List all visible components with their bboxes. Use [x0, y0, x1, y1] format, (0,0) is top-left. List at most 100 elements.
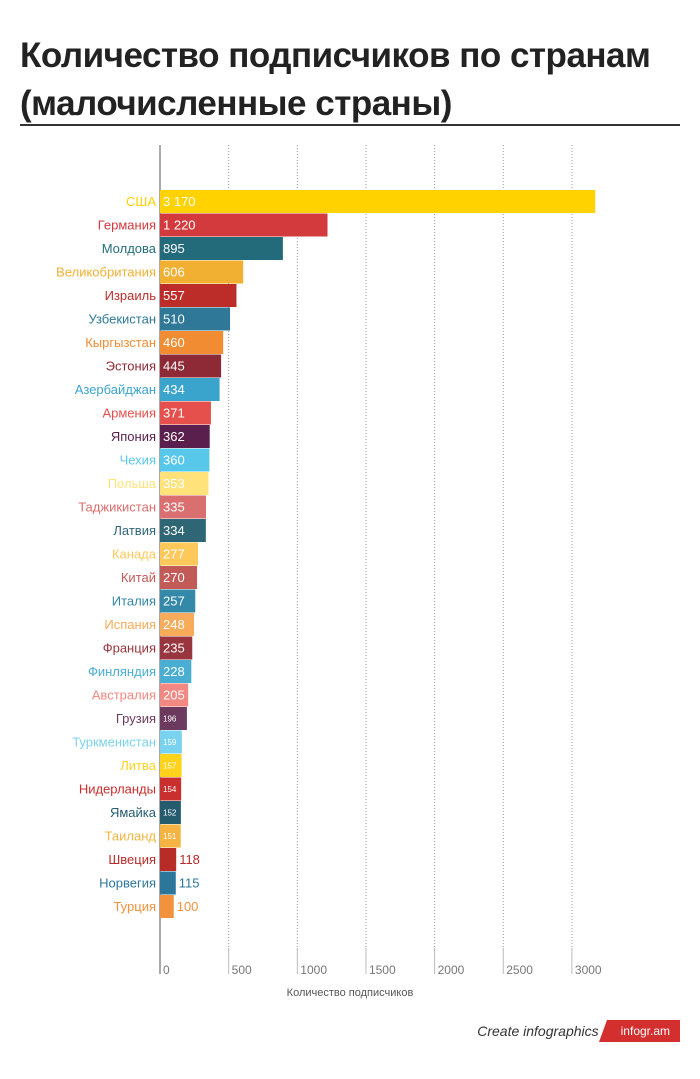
category-label: Китай — [121, 570, 156, 585]
value-label: 362 — [163, 429, 185, 444]
x-tick-label: 1000 — [300, 963, 327, 977]
bar — [160, 378, 220, 401]
value-label: 100 — [177, 899, 199, 914]
bar — [160, 613, 195, 636]
bar — [160, 777, 182, 801]
value-label: 371 — [163, 406, 185, 421]
category-label: Австралия — [92, 688, 156, 703]
category-label: Великобритания — [56, 265, 156, 280]
bar — [160, 660, 192, 683]
category-label: Испания — [104, 617, 156, 632]
bar — [160, 472, 209, 495]
value-label: 3 170 — [163, 194, 196, 209]
category-label: Канада — [112, 547, 157, 562]
category-label: Чехия — [120, 453, 156, 468]
value-label: 196 — [163, 715, 177, 724]
x-tick-label: 1500 — [369, 963, 396, 977]
value-label: 1 220 — [163, 218, 196, 233]
bar — [160, 683, 189, 707]
category-label: Таиланд — [105, 829, 157, 844]
value-label: 334 — [163, 523, 185, 538]
bar — [160, 824, 181, 848]
category-label: Кыргызстан — [85, 335, 156, 350]
value-label: 235 — [163, 641, 185, 656]
value-label: 248 — [163, 617, 185, 632]
category-label: Армения — [102, 406, 156, 421]
page-title: Количество подписчиков по странам (малоч… — [20, 36, 651, 123]
bar — [160, 566, 198, 589]
category-label: Таджикистан — [78, 500, 156, 515]
bar — [160, 542, 199, 566]
bar — [160, 354, 222, 378]
category-label: Франция — [103, 641, 156, 656]
category-label: Финляндия — [88, 664, 156, 679]
category-label: Швеция — [108, 852, 156, 867]
category-label: Турция — [113, 899, 156, 914]
value-label: 157 — [163, 762, 177, 771]
category-label: Грузия — [116, 711, 156, 726]
value-label: 895 — [163, 241, 185, 256]
bar — [160, 425, 210, 448]
bar — [160, 307, 231, 331]
bar — [160, 871, 176, 895]
category-label: Норвегия — [99, 876, 156, 891]
value-label: 434 — [163, 382, 185, 397]
category-label: Израиль — [105, 288, 157, 303]
value-label: 460 — [163, 335, 185, 350]
value-label: 257 — [163, 594, 185, 609]
value-label: 118 — [179, 852, 200, 867]
title-divider — [20, 124, 680, 126]
bar — [160, 284, 237, 307]
category-label: Япония — [111, 429, 156, 444]
value-label: 557 — [163, 288, 185, 303]
x-axis-label: Количество подписчиков — [287, 987, 414, 999]
bar — [160, 190, 596, 213]
bar — [160, 801, 181, 824]
category-label: Азербайджан — [75, 382, 156, 397]
bar — [160, 448, 210, 472]
value-label: 152 — [163, 809, 177, 818]
category-label: Литва — [120, 758, 157, 773]
bar — [160, 730, 182, 754]
infogram-badge[interactable]: infogr.am — [598, 1020, 680, 1042]
x-tick-label: 0 — [163, 963, 170, 977]
footer: Create infographics infogr.am — [477, 1020, 680, 1042]
footer-text[interactable]: Create infographics — [477, 1023, 599, 1039]
bar — [160, 848, 177, 871]
bar — [160, 331, 224, 354]
value-label: 360 — [163, 453, 185, 468]
bar — [160, 636, 193, 660]
category-label: Молдова — [102, 241, 157, 256]
value-label: 445 — [163, 359, 185, 374]
value-label: 159 — [163, 738, 177, 747]
bar — [160, 237, 283, 260]
value-label: 205 — [163, 688, 185, 703]
bar — [160, 213, 328, 237]
value-label: 353 — [163, 476, 185, 491]
category-label: Ямайка — [110, 805, 157, 820]
bar — [160, 519, 206, 542]
value-label: 335 — [163, 500, 185, 515]
category-label: Туркменистан — [72, 735, 156, 750]
value-label: 154 — [163, 785, 177, 794]
bar — [160, 495, 206, 519]
category-label: Эстония — [106, 359, 156, 374]
category-label: США — [126, 194, 156, 209]
category-label: Нидерланды — [79, 782, 156, 797]
value-label: 277 — [163, 547, 185, 562]
value-label: 270 — [163, 570, 185, 585]
value-label: 606 — [163, 265, 185, 280]
bar — [160, 895, 174, 918]
category-label: Узбекистан — [88, 312, 156, 327]
category-label: Польша — [108, 476, 157, 491]
bar — [160, 754, 182, 777]
bar — [160, 707, 187, 730]
x-tick-label: 3000 — [575, 963, 602, 977]
category-label: Латвия — [113, 523, 156, 538]
category-label: Италия — [112, 594, 156, 609]
value-label: 115 — [179, 876, 200, 891]
value-label: 151 — [163, 832, 177, 841]
bar-chart: 0 500 1000 1500 2000 2500 3000 Количество подпи… — [56, 145, 602, 999]
x-tick-label: 500 — [232, 963, 252, 977]
bar — [160, 589, 196, 613]
